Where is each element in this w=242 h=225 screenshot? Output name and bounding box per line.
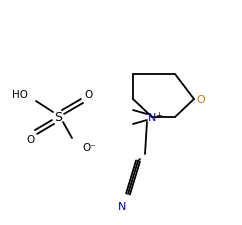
Text: HO: HO (12, 90, 28, 99)
Text: N: N (148, 112, 156, 122)
Text: O: O (197, 94, 205, 105)
Text: N: N (118, 201, 126, 211)
Text: O: O (26, 134, 34, 144)
Text: +: + (156, 111, 162, 120)
Text: O⁻: O⁻ (82, 142, 96, 152)
Text: S: S (54, 111, 62, 124)
Text: O: O (84, 90, 92, 99)
